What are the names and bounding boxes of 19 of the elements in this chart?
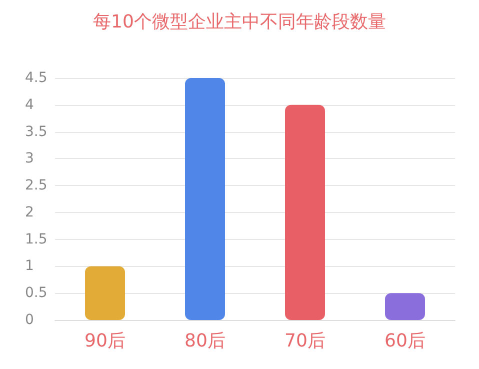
x-tick-label: 60后	[384, 330, 426, 352]
y-tick-label: 1.5	[25, 231, 48, 248]
x-tick-label: 70后	[284, 330, 326, 352]
y-tick-label: 2.5	[25, 178, 48, 194]
chart-title: 每10个微型企业主中不同年龄段数量	[93, 12, 386, 32]
x-tick-label: 90后	[84, 330, 126, 352]
y-tick-label: 3.5	[25, 124, 48, 140]
y-tick-label: 4.5	[25, 70, 48, 86]
y-tick-label: 0	[25, 312, 34, 328]
y-tick-label: 3	[25, 150, 34, 167]
bar	[85, 266, 125, 320]
bar	[385, 293, 425, 320]
bar	[185, 78, 225, 320]
x-tick-label: 80后	[184, 330, 226, 352]
y-tick-label: 4	[25, 96, 34, 113]
y-tick-label: 1	[25, 258, 34, 274]
bar	[285, 104, 325, 320]
y-tick-label: 2	[25, 204, 34, 220]
y-tick-label: 0.5	[25, 285, 48, 302]
